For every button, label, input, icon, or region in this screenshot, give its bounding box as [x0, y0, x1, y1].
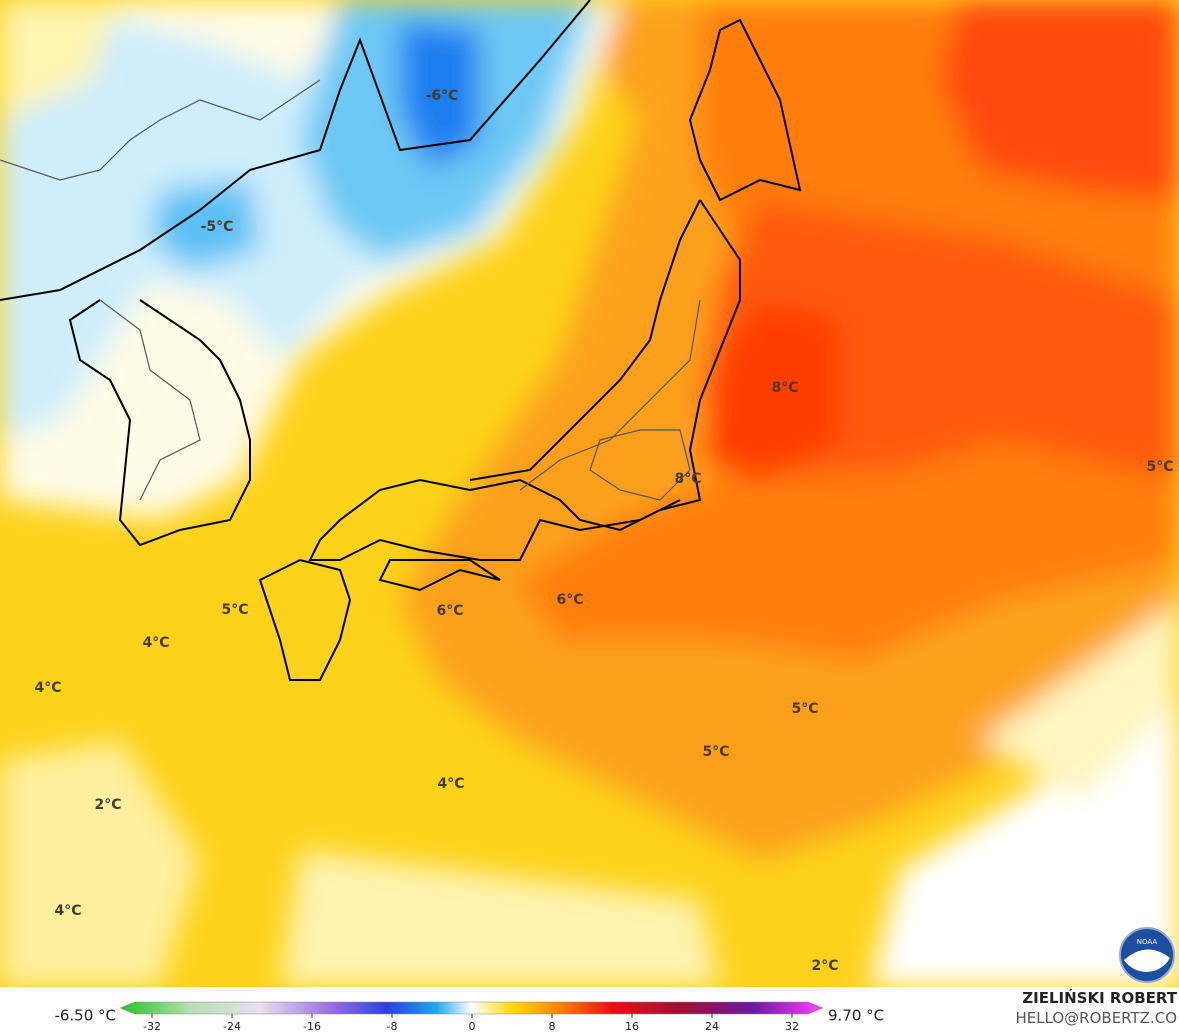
- temp-label: -5°C: [201, 219, 234, 235]
- temperature-field: [0, 0, 1179, 987]
- colorbar-max: 9.70 °C: [828, 1007, 884, 1025]
- temp-label: 6°C: [556, 592, 583, 608]
- temp-label: 6°C: [436, 603, 463, 619]
- temp-label: 4°C: [54, 903, 81, 919]
- temp-label: 8°C: [674, 471, 701, 487]
- colorbar-tick-label: 16: [625, 1020, 639, 1033]
- colorbar-tick-label: 0: [469, 1020, 476, 1033]
- colorbar-tick-label: 32: [785, 1020, 799, 1033]
- temp-label: 5°C: [702, 744, 729, 760]
- credit-email: HELLO@ROBERTZ.CO: [1015, 1009, 1177, 1027]
- colorbar-tick-label: -8: [387, 1020, 398, 1033]
- temp-label: 5°C: [791, 701, 818, 717]
- colorbar-min: -6.50 °C: [54, 1007, 116, 1025]
- temp-label: 5°C: [1146, 459, 1173, 475]
- colorbar-tick-label: -32: [143, 1020, 161, 1033]
- colorbar: -6.50 °C 9.70 °C -32 -24 -16 -8 0 8 16 24 32: [54, 1001, 884, 1033]
- temp-label: 2°C: [94, 797, 121, 813]
- colorbar-ramp: [119, 1001, 824, 1015]
- logo-text: NOAA: [1137, 938, 1158, 946]
- noaa-logo: NOAA: [1119, 927, 1175, 983]
- credit-name: ZIELIŃSKI ROBERT: [1022, 988, 1177, 1007]
- temp-label: 4°C: [437, 776, 464, 792]
- temp-label: 5°C: [221, 602, 248, 618]
- temp-label: 2°C: [811, 958, 838, 974]
- temp-label: 8°C: [771, 380, 798, 396]
- temp-label: -6°C: [426, 88, 459, 104]
- temp-label: 4°C: [34, 680, 61, 696]
- temp-label: 4°C: [142, 635, 169, 651]
- coastlines: [0, 0, 802, 681]
- borders: [0, 79, 701, 501]
- colorbar-tick-label: -16: [303, 1020, 321, 1033]
- colorbar-tick-label: 8: [549, 1020, 556, 1033]
- colorbar-tick-label: 24: [705, 1020, 719, 1033]
- colorbar-tick-label: -24: [223, 1020, 241, 1033]
- temperature-labels: -6°C -5°C 8°C 8°C 5°C 6°C 6°C 5°C 4°C 4°C 5°C 5°C 4°…: [34, 88, 1173, 974]
